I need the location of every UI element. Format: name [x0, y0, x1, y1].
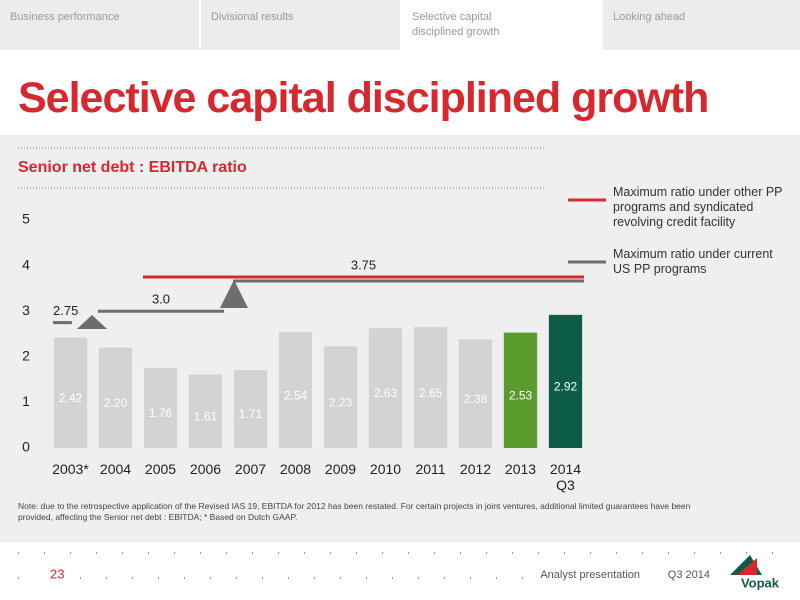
- bar: [53, 337, 88, 448]
- reference-label: 3.0: [152, 292, 170, 307]
- slide-title: Selective capital disciplined growth: [18, 74, 709, 122]
- x-tick-label: 2013: [504, 461, 537, 477]
- x-tick-label: 2009: [324, 461, 357, 477]
- logo-mark: [737, 558, 757, 575]
- chart-title: Senior net debt : EBITDA ratio: [18, 159, 247, 176]
- bar: [233, 370, 268, 448]
- y-tick-label: 0: [22, 439, 30, 455]
- reference-label: 3.75: [351, 257, 376, 272]
- x-tick-label: 2007: [234, 461, 267, 477]
- bar: [323, 346, 358, 448]
- triangle-marker: [220, 280, 248, 308]
- x-tick-label: 2006: [189, 461, 222, 477]
- value-label: 2.65: [419, 386, 443, 400]
- value-label: 2.53: [509, 388, 533, 402]
- bar: [413, 327, 448, 448]
- y-tick-label: 3: [22, 302, 30, 318]
- bar: [188, 374, 223, 448]
- x-tick-label: 2012: [459, 461, 492, 477]
- value-label: 2.42: [59, 391, 83, 405]
- legend-label: Maximum ratio under current US PP progra…: [613, 247, 773, 276]
- x-tick-label: 2011: [415, 461, 446, 477]
- value-label: 2.23: [329, 395, 353, 409]
- y-tick-label: 2: [22, 348, 30, 364]
- value-label: 2.92: [554, 380, 578, 394]
- x-tick-label: 2008: [279, 461, 312, 477]
- x-tick-label: 2010: [369, 461, 402, 477]
- value-label: 2.63: [374, 386, 398, 400]
- value-label: 1.71: [239, 407, 263, 421]
- value-label: 1.61: [194, 409, 218, 423]
- y-tick-label: 4: [22, 256, 30, 272]
- bar: [503, 332, 538, 448]
- value-label: 1.76: [149, 406, 173, 420]
- reference-label: 2.75: [53, 303, 78, 318]
- y-tick-label: 1: [22, 393, 30, 409]
- bar: [548, 314, 583, 448]
- x-tick-label: 2005: [144, 461, 177, 477]
- x-tick-label: 2004: [99, 461, 132, 477]
- tab: Looking ahead: [603, 0, 800, 50]
- bar: [278, 332, 313, 448]
- page-number: 23: [50, 566, 64, 581]
- value-label: 2.38: [464, 392, 488, 406]
- period-label: Q3 2014: [668, 569, 710, 581]
- x-tick-label: 2003*: [52, 461, 89, 477]
- value-label: 2.20: [104, 396, 128, 410]
- tab: Selective capital disciplined growth: [402, 0, 601, 50]
- bar: [98, 347, 133, 448]
- logo: Vopak: [741, 575, 780, 590]
- bar: [368, 328, 403, 448]
- x-tick-label: 2014 Q3: [549, 461, 582, 493]
- legend-label: Maximum ratio under other PP programs an…: [613, 185, 783, 229]
- triangle-marker: [77, 315, 107, 329]
- tab: Business performance: [0, 0, 199, 50]
- tab: Divisional results: [201, 0, 400, 50]
- bar: [458, 339, 493, 448]
- note: Note: due to the retrospective applicati…: [18, 501, 691, 522]
- bar: [143, 367, 178, 448]
- y-tick-label: 5: [22, 211, 30, 227]
- value-label: 2.54: [284, 388, 308, 402]
- presentation-label: Analyst presentation: [540, 569, 640, 581]
